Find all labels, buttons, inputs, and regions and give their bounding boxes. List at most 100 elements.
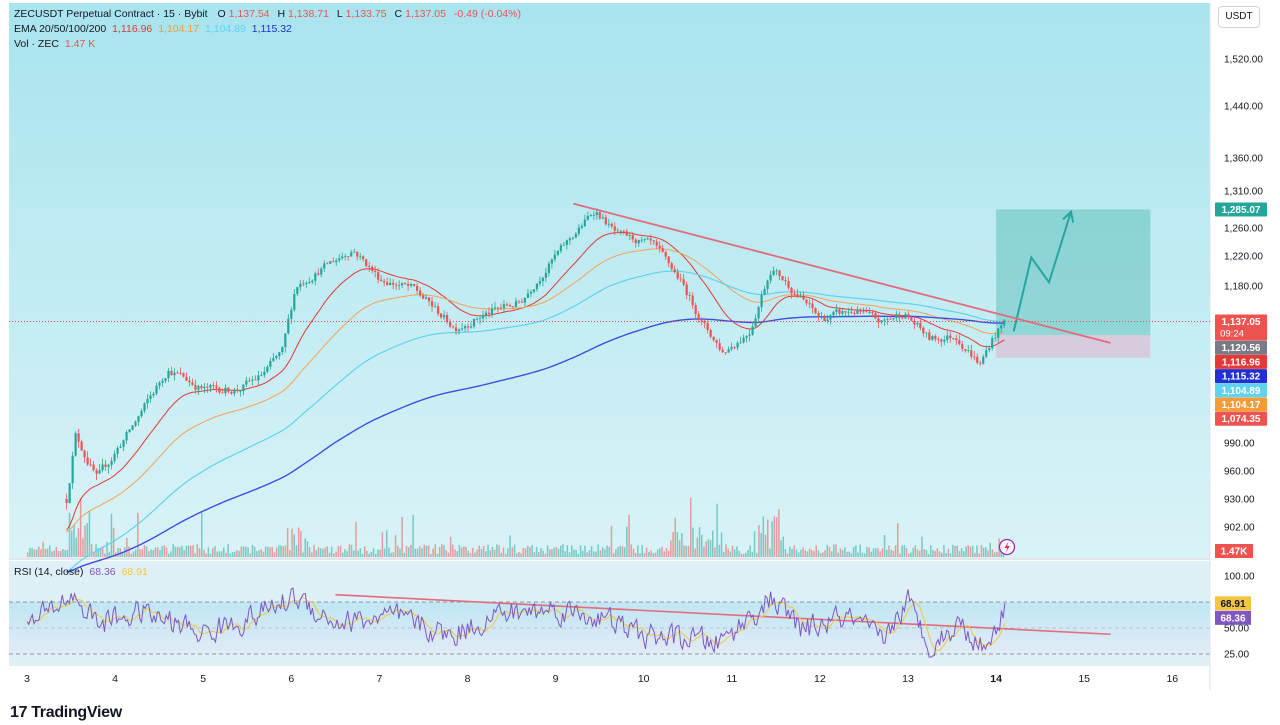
- candle-body: [781, 276, 784, 281]
- candle-body: [335, 260, 338, 263]
- candle-body: [880, 320, 883, 323]
- candle-body: [616, 230, 619, 232]
- volume-bar: [573, 549, 575, 557]
- volume-bar: [883, 535, 886, 557]
- candle-body: [745, 335, 748, 338]
- volume-bar: [361, 553, 364, 557]
- trendlines[interactable]: [335, 202, 1111, 636]
- volume-bar: [947, 548, 950, 557]
- volume-bar: [632, 548, 635, 557]
- volume-bar: [531, 545, 533, 557]
- volume-bar: [284, 545, 287, 557]
- volume-bar: [544, 553, 547, 557]
- volume-bar: [974, 552, 976, 557]
- rsi-label-box: [1215, 596, 1251, 611]
- volume-bar: [264, 546, 267, 557]
- volume-bar: [987, 550, 989, 557]
- volume-bar: [282, 546, 284, 557]
- volume-bar: [566, 545, 569, 557]
- volume-bar: [353, 550, 355, 557]
- legend-vol-label[interactable]: Vol · ZEC: [14, 38, 59, 50]
- volume-bar: [890, 549, 892, 557]
- volume-bar: [161, 546, 163, 557]
- volume-bar: [659, 548, 661, 557]
- candle-body: [586, 215, 589, 220]
- price-label-box: [1215, 202, 1267, 217]
- lightning-icon[interactable]: [998, 538, 1016, 556]
- volume-bar: [714, 547, 716, 557]
- volume-bar: [267, 546, 269, 557]
- volume-bar: [491, 546, 494, 557]
- price-tick-label: 1,180.00: [1224, 282, 1263, 293]
- volume-bar: [485, 551, 487, 557]
- time-axis[interactable]: 3 4 5 6 7 8 9 10 11 12 13 14 15 16: [24, 673, 1178, 685]
- rsi-tick-label: 100.00: [1224, 572, 1255, 583]
- volume-bar: [496, 544, 498, 557]
- rsi-trendline: [335, 593, 1111, 636]
- candle-body: [215, 385, 218, 388]
- candle-body: [976, 356, 979, 363]
- candle-body: [266, 366, 269, 372]
- volume-bar: [273, 552, 276, 557]
- tradingview-mark-icon: 17: [10, 704, 28, 721]
- volume-bar: [108, 551, 110, 557]
- candle-body: [302, 283, 305, 285]
- volume-bar: [941, 552, 943, 557]
- volume-bar: [42, 541, 44, 557]
- candle-body: [622, 230, 625, 232]
- volume-bar: [762, 516, 765, 557]
- volume-bar: [66, 549, 69, 557]
- volume-bar: [447, 552, 450, 557]
- candle-body: [104, 464, 107, 467]
- time-tick-label: 13: [902, 673, 914, 685]
- volume-bar: [771, 521, 773, 557]
- volume-bar: [707, 539, 710, 557]
- price-axis[interactable]: 1,520.00 1,440.00 1,360.00 1,310.00 1,260.00…: [1224, 55, 1263, 534]
- volume-bar: [60, 551, 62, 557]
- volume-bar: [432, 548, 434, 557]
- candle-body: [377, 272, 380, 280]
- candle-body: [457, 329, 461, 332]
- volume-bar: [694, 548, 696, 557]
- candle-body: [712, 336, 715, 340]
- candle-body: [490, 308, 494, 315]
- candle-body: [311, 280, 314, 283]
- time-tick-label: 11: [726, 673, 737, 685]
- candle-body: [922, 327, 925, 334]
- candle-body: [395, 284, 398, 286]
- legend-symbol[interactable]: ZECUSDT Perpetual Contract · 15 · Bybit: [14, 8, 208, 20]
- candle-body: [649, 238, 652, 241]
- volume-bar: [357, 550, 359, 557]
- legend-ema200: 1,115.32: [251, 23, 292, 35]
- time-tick-label: 8: [465, 673, 471, 685]
- candle-body: [583, 219, 586, 227]
- candle-body: [982, 356, 985, 364]
- volume-bar: [165, 547, 168, 557]
- volume-bar: [110, 513, 113, 557]
- candle-body: [688, 295, 691, 296]
- candle-body: [466, 326, 470, 328]
- legend-rsi-label[interactable]: RSI (14, close): [14, 566, 84, 578]
- candle-body: [772, 270, 775, 275]
- time-tick-label: 7: [376, 673, 382, 685]
- candle-body: [290, 309, 293, 319]
- candle-body: [353, 251, 356, 253]
- volume-bar: [936, 548, 939, 557]
- candle-body: [988, 348, 991, 351]
- legend-close-label: C: [394, 8, 403, 20]
- price-label-box: [1215, 397, 1267, 412]
- candle-body: [859, 309, 862, 312]
- volume-bar: [806, 551, 809, 557]
- currency-button[interactable]: USDT: [1218, 6, 1260, 28]
- volume-bar: [408, 547, 410, 557]
- volume-bar: [469, 552, 472, 557]
- legend-ema-label[interactable]: EMA 20/50/100/200: [14, 23, 107, 35]
- candle-body: [886, 318, 889, 320]
- volume-bar: [960, 548, 963, 557]
- volume-bar: [758, 525, 760, 557]
- candle-body: [116, 447, 119, 454]
- position-tool[interactable]: [996, 209, 1151, 358]
- candle-body: [239, 390, 242, 392]
